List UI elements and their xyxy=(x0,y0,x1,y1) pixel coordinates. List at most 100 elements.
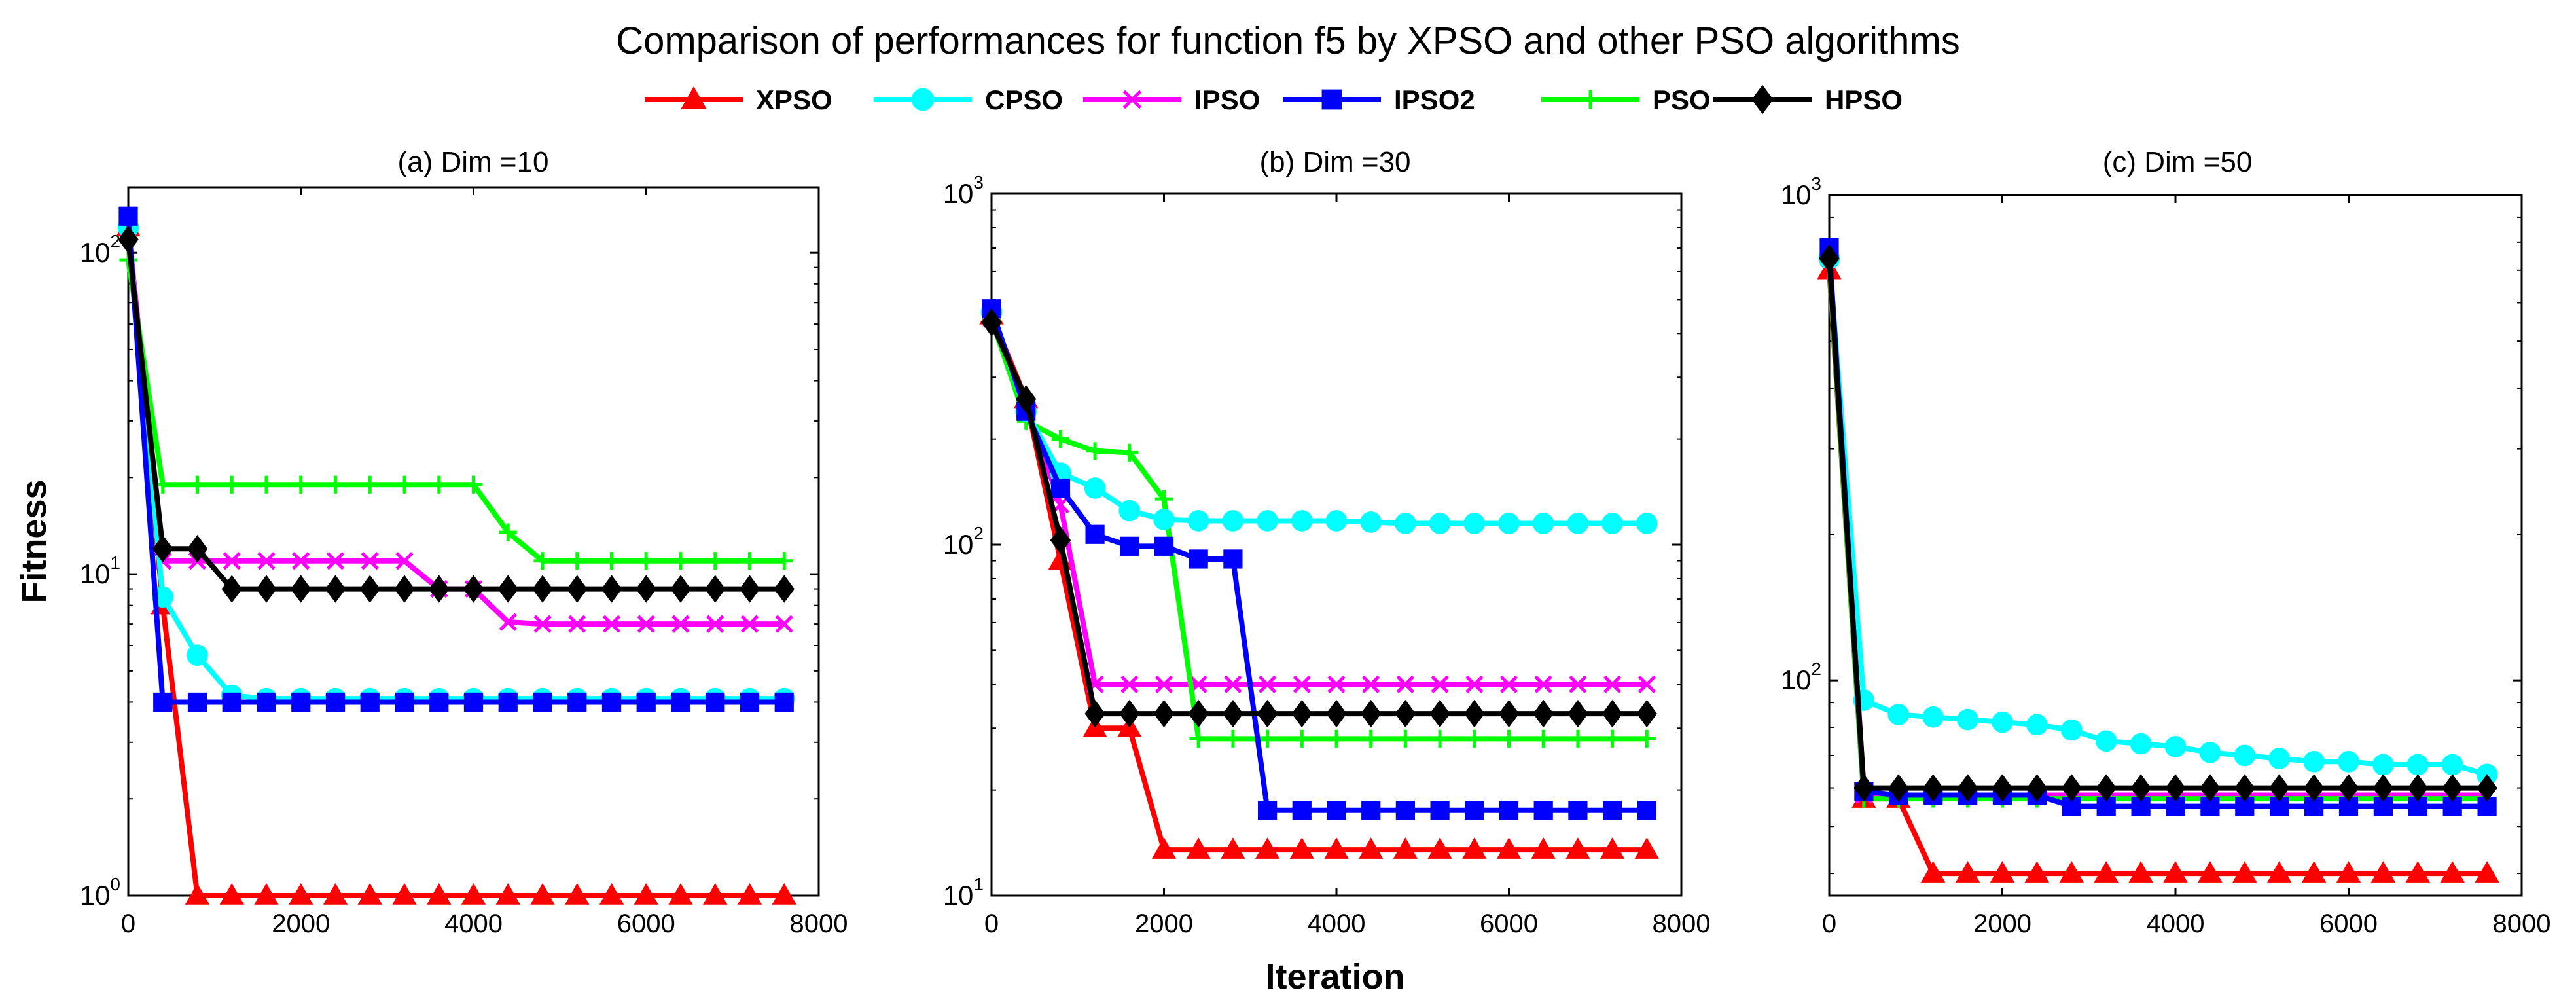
data-point xyxy=(1637,729,1656,748)
data-point xyxy=(565,883,590,905)
legend-item-ipso: IPSO xyxy=(1083,84,1260,115)
data-point xyxy=(257,552,276,570)
data-point xyxy=(223,552,241,570)
data-point xyxy=(1154,536,1174,556)
data-point xyxy=(498,692,518,712)
data-point xyxy=(1600,837,1625,859)
data-point xyxy=(395,475,414,494)
data-point xyxy=(2475,861,2499,883)
data-point xyxy=(185,883,210,905)
y-tick-base: 10 xyxy=(1781,665,1812,695)
series-hpso xyxy=(981,308,1657,728)
data-point xyxy=(223,475,241,494)
data-point xyxy=(1362,675,1380,693)
data-point xyxy=(1992,711,2013,733)
data-point xyxy=(637,615,655,633)
y-tick-base: 10 xyxy=(80,558,111,589)
data-point xyxy=(737,883,762,905)
x-tick-label: 4000 xyxy=(444,909,503,938)
data-point xyxy=(1462,837,1487,859)
data-point xyxy=(187,534,208,563)
series-lines xyxy=(979,299,1660,859)
subplot-title: (a) Dim =10 xyxy=(397,146,548,178)
data-point xyxy=(981,308,1002,337)
figure-title: Comparison of performances for function … xyxy=(616,20,1960,62)
data-point xyxy=(1636,699,1657,728)
data-point xyxy=(1120,536,1139,556)
y-axis-label: Fitness xyxy=(14,479,54,603)
data-point xyxy=(1291,510,1313,532)
data-point xyxy=(1224,675,1242,693)
data-point xyxy=(1498,699,1520,728)
data-point xyxy=(152,534,173,563)
data-point xyxy=(1361,699,1382,728)
data-point xyxy=(394,575,415,603)
data-point xyxy=(221,575,242,603)
data-point xyxy=(775,552,793,570)
y-tick-exponent: 0 xyxy=(110,874,120,894)
data-point xyxy=(1395,801,1416,820)
plot-area xyxy=(127,186,820,897)
data-point xyxy=(671,552,690,570)
data-point xyxy=(495,883,520,905)
series-hpso xyxy=(1819,244,2497,802)
data-point xyxy=(1120,443,1139,462)
data-point xyxy=(1257,510,1278,532)
data-point xyxy=(463,575,484,603)
data-point xyxy=(1569,675,1587,693)
y-tick-label: 103 xyxy=(943,172,984,209)
legend-marker xyxy=(1751,84,1774,115)
legend-marker xyxy=(1122,90,1142,109)
series-cpso xyxy=(1818,247,2498,786)
data-point xyxy=(1050,526,1071,555)
data-point xyxy=(188,475,207,494)
data-point xyxy=(1922,706,1944,728)
data-point xyxy=(392,883,417,905)
data-point xyxy=(1084,699,1105,728)
data-point xyxy=(2407,774,2428,802)
data-point xyxy=(1990,861,2015,883)
legend-marker xyxy=(911,88,935,111)
data-point xyxy=(1430,801,1450,820)
data-point xyxy=(1258,675,1277,693)
data-point xyxy=(429,692,449,712)
data-point xyxy=(2163,861,2188,883)
y-tick-base: 10 xyxy=(1781,179,1812,210)
legend-label: HPSO xyxy=(1825,84,1903,115)
x-tick-label: 6000 xyxy=(2319,909,2378,938)
data-point xyxy=(2024,861,2050,883)
data-point xyxy=(774,575,795,603)
plot-area xyxy=(990,192,1683,897)
data-point xyxy=(499,613,517,631)
data-point xyxy=(1532,513,1554,534)
y-tick-label: 100 xyxy=(80,874,120,911)
data-point xyxy=(601,575,622,603)
data-point xyxy=(2130,733,2152,755)
data-point xyxy=(602,552,621,570)
data-point xyxy=(325,692,346,712)
x-tick-label: 2000 xyxy=(1973,909,2031,938)
data-point xyxy=(257,692,276,712)
y-tick-label: 102 xyxy=(943,523,984,560)
data-point xyxy=(1289,837,1315,859)
data-point xyxy=(1224,729,1242,748)
data-point xyxy=(1603,801,1622,820)
series-pso xyxy=(982,310,1656,748)
data-point xyxy=(533,692,552,712)
data-point xyxy=(499,523,517,541)
data-point xyxy=(1221,837,1245,859)
data-point xyxy=(1499,675,1518,693)
y-tick-exponent: 2 xyxy=(1811,659,1821,679)
data-point xyxy=(1568,801,1588,820)
y-tick-exponent: 3 xyxy=(1811,173,1821,194)
data-point xyxy=(2303,750,2325,773)
legend: XPSO CPSO IPSO IPSO2 PSO HPSO xyxy=(645,84,1903,115)
data-point xyxy=(1292,801,1312,820)
data-point xyxy=(1463,513,1486,534)
data-point xyxy=(1187,510,1209,532)
subplot-title: (b) Dim =30 xyxy=(1259,146,1410,178)
data-point xyxy=(602,615,621,633)
